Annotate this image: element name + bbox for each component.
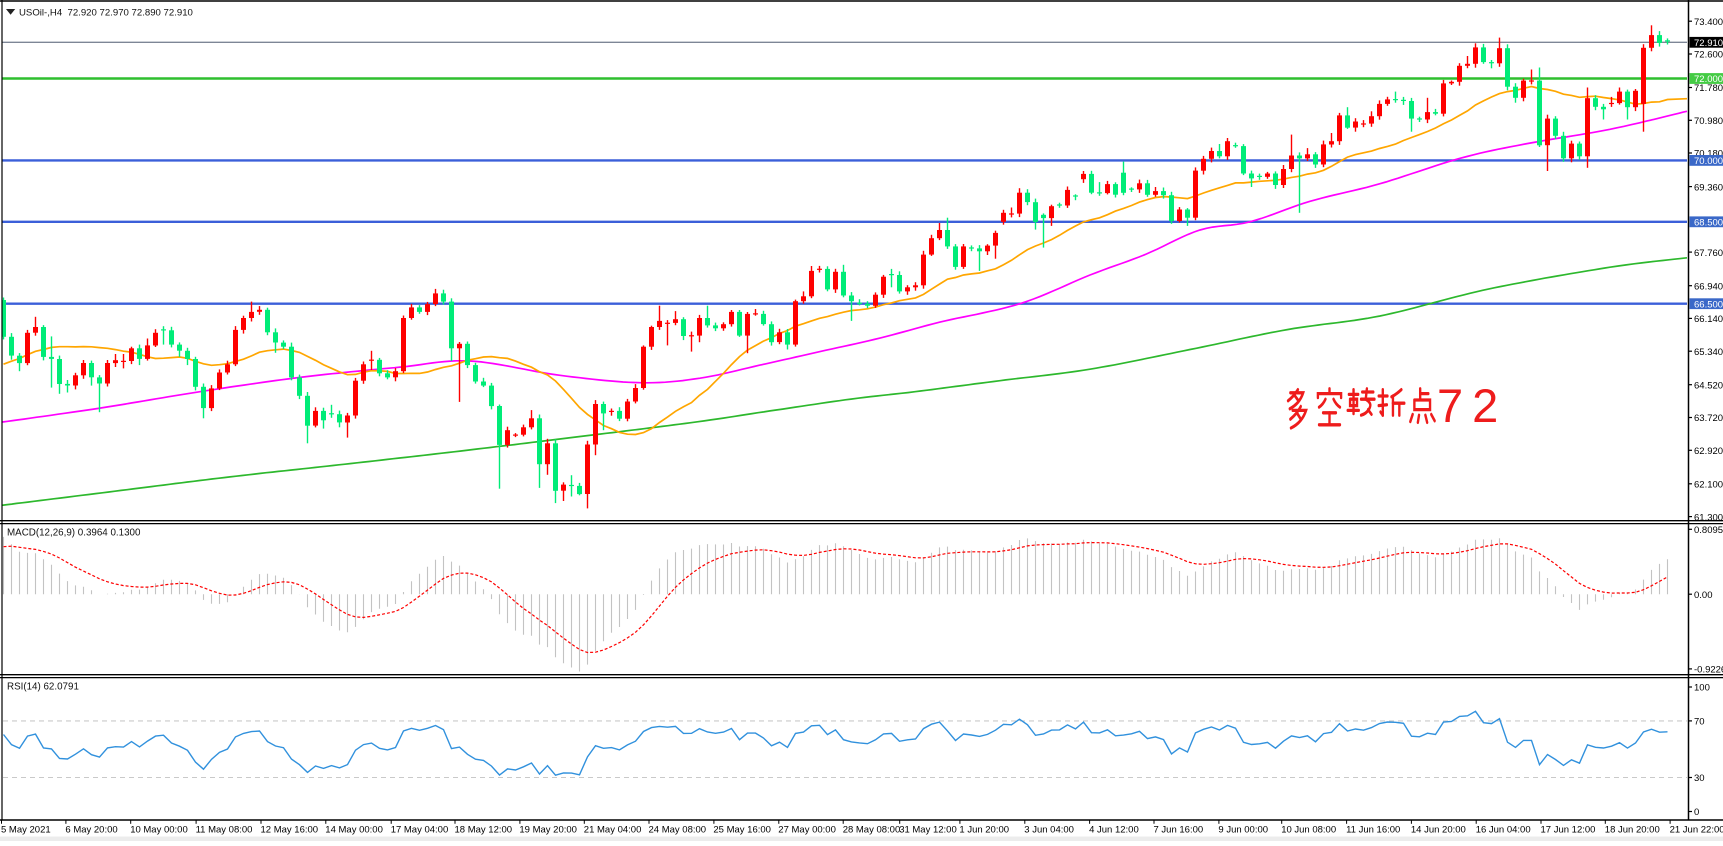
svg-text:21 May 04:00: 21 May 04:00 bbox=[584, 825, 642, 836]
svg-text:31 May 12:00: 31 May 12:00 bbox=[899, 825, 957, 836]
svg-text:66.500: 66.500 bbox=[1694, 299, 1723, 310]
svg-text:19 May 20:00: 19 May 20:00 bbox=[519, 825, 577, 836]
svg-text:62.920: 62.920 bbox=[1694, 446, 1723, 457]
svg-text:69.360: 69.360 bbox=[1694, 182, 1723, 193]
svg-text:4 Jun 12:00: 4 Jun 12:00 bbox=[1089, 825, 1139, 836]
svg-text:0.8095: 0.8095 bbox=[1694, 525, 1723, 536]
svg-text:67.760: 67.760 bbox=[1694, 248, 1723, 259]
svg-text:10 May 00:00: 10 May 00:00 bbox=[130, 825, 188, 836]
svg-text:18 Jun 20:00: 18 Jun 20:00 bbox=[1605, 825, 1660, 836]
svg-text:7 Jun 16:00: 7 Jun 16:00 bbox=[1154, 825, 1204, 836]
svg-text:30: 30 bbox=[1694, 773, 1705, 784]
svg-text:72: 72 bbox=[1437, 379, 1507, 432]
svg-text:24 May 08:00: 24 May 08:00 bbox=[649, 825, 707, 836]
svg-text:10 Jun 08:00: 10 Jun 08:00 bbox=[1281, 825, 1336, 836]
svg-text:17 Jun 12:00: 17 Jun 12:00 bbox=[1541, 825, 1596, 836]
svg-text:72.910: 72.910 bbox=[1694, 38, 1723, 49]
svg-text:6 May 20:00: 6 May 20:00 bbox=[65, 825, 117, 836]
svg-text:9 Jun 00:00: 9 Jun 00:00 bbox=[1218, 825, 1268, 836]
svg-text:18 May 12:00: 18 May 12:00 bbox=[455, 825, 513, 836]
svg-text:27 May 00:00: 27 May 00:00 bbox=[778, 825, 836, 836]
svg-text:66.140: 66.140 bbox=[1694, 314, 1723, 325]
svg-text:0: 0 bbox=[1694, 807, 1699, 818]
svg-text:25 May 16:00: 25 May 16:00 bbox=[713, 825, 771, 836]
svg-text:70.980: 70.980 bbox=[1694, 116, 1723, 127]
svg-text:-0.9226: -0.9226 bbox=[1694, 665, 1723, 676]
svg-text:0.00: 0.00 bbox=[1694, 590, 1713, 601]
svg-text:66.940: 66.940 bbox=[1694, 281, 1723, 292]
svg-text:70: 70 bbox=[1694, 717, 1705, 728]
svg-text:RSI(14) 62.0791: RSI(14) 62.0791 bbox=[7, 682, 79, 693]
svg-text:USOil-,H4 72.920 72.970 72.89: USOil-,H4 72.920 72.970 72.890 72.910 bbox=[19, 7, 193, 18]
svg-text:61.300: 61.300 bbox=[1694, 512, 1723, 523]
svg-text:12 May 16:00: 12 May 16:00 bbox=[261, 825, 319, 836]
svg-text:65.340: 65.340 bbox=[1694, 347, 1723, 358]
svg-text:72.600: 72.600 bbox=[1694, 50, 1723, 61]
svg-text:11 Jun 16:00: 11 Jun 16:00 bbox=[1346, 825, 1400, 836]
svg-text:16 Jun 04:00: 16 Jun 04:00 bbox=[1476, 825, 1531, 836]
svg-text:14 May 00:00: 14 May 00:00 bbox=[325, 825, 383, 836]
svg-text:17 May 04:00: 17 May 04:00 bbox=[391, 825, 449, 836]
svg-text:62.100: 62.100 bbox=[1694, 480, 1723, 491]
svg-text:68.500: 68.500 bbox=[1694, 218, 1723, 229]
svg-text:72.000: 72.000 bbox=[1694, 74, 1723, 85]
svg-text:5 May 2021: 5 May 2021 bbox=[1, 825, 51, 836]
svg-text:11 May 08:00: 11 May 08:00 bbox=[196, 825, 253, 836]
svg-text:63.720: 63.720 bbox=[1694, 413, 1723, 424]
svg-text:100: 100 bbox=[1694, 683, 1710, 694]
svg-text:MACD(12,26,9) 0.3964 0.1300: MACD(12,26,9) 0.3964 0.1300 bbox=[7, 528, 141, 539]
svg-text:64.520: 64.520 bbox=[1694, 380, 1723, 391]
svg-text:70.000: 70.000 bbox=[1694, 156, 1723, 167]
svg-text:14 Jun 20:00: 14 Jun 20:00 bbox=[1411, 825, 1466, 836]
svg-text:28 May 08:00: 28 May 08:00 bbox=[843, 825, 901, 836]
svg-text:1 Jun 20:00: 1 Jun 20:00 bbox=[959, 825, 1009, 836]
svg-text:3 Jun 04:00: 3 Jun 04:00 bbox=[1024, 825, 1074, 836]
svg-text:21 Jun 22:00: 21 Jun 22:00 bbox=[1670, 825, 1723, 836]
svg-text:73.400: 73.400 bbox=[1694, 17, 1723, 28]
